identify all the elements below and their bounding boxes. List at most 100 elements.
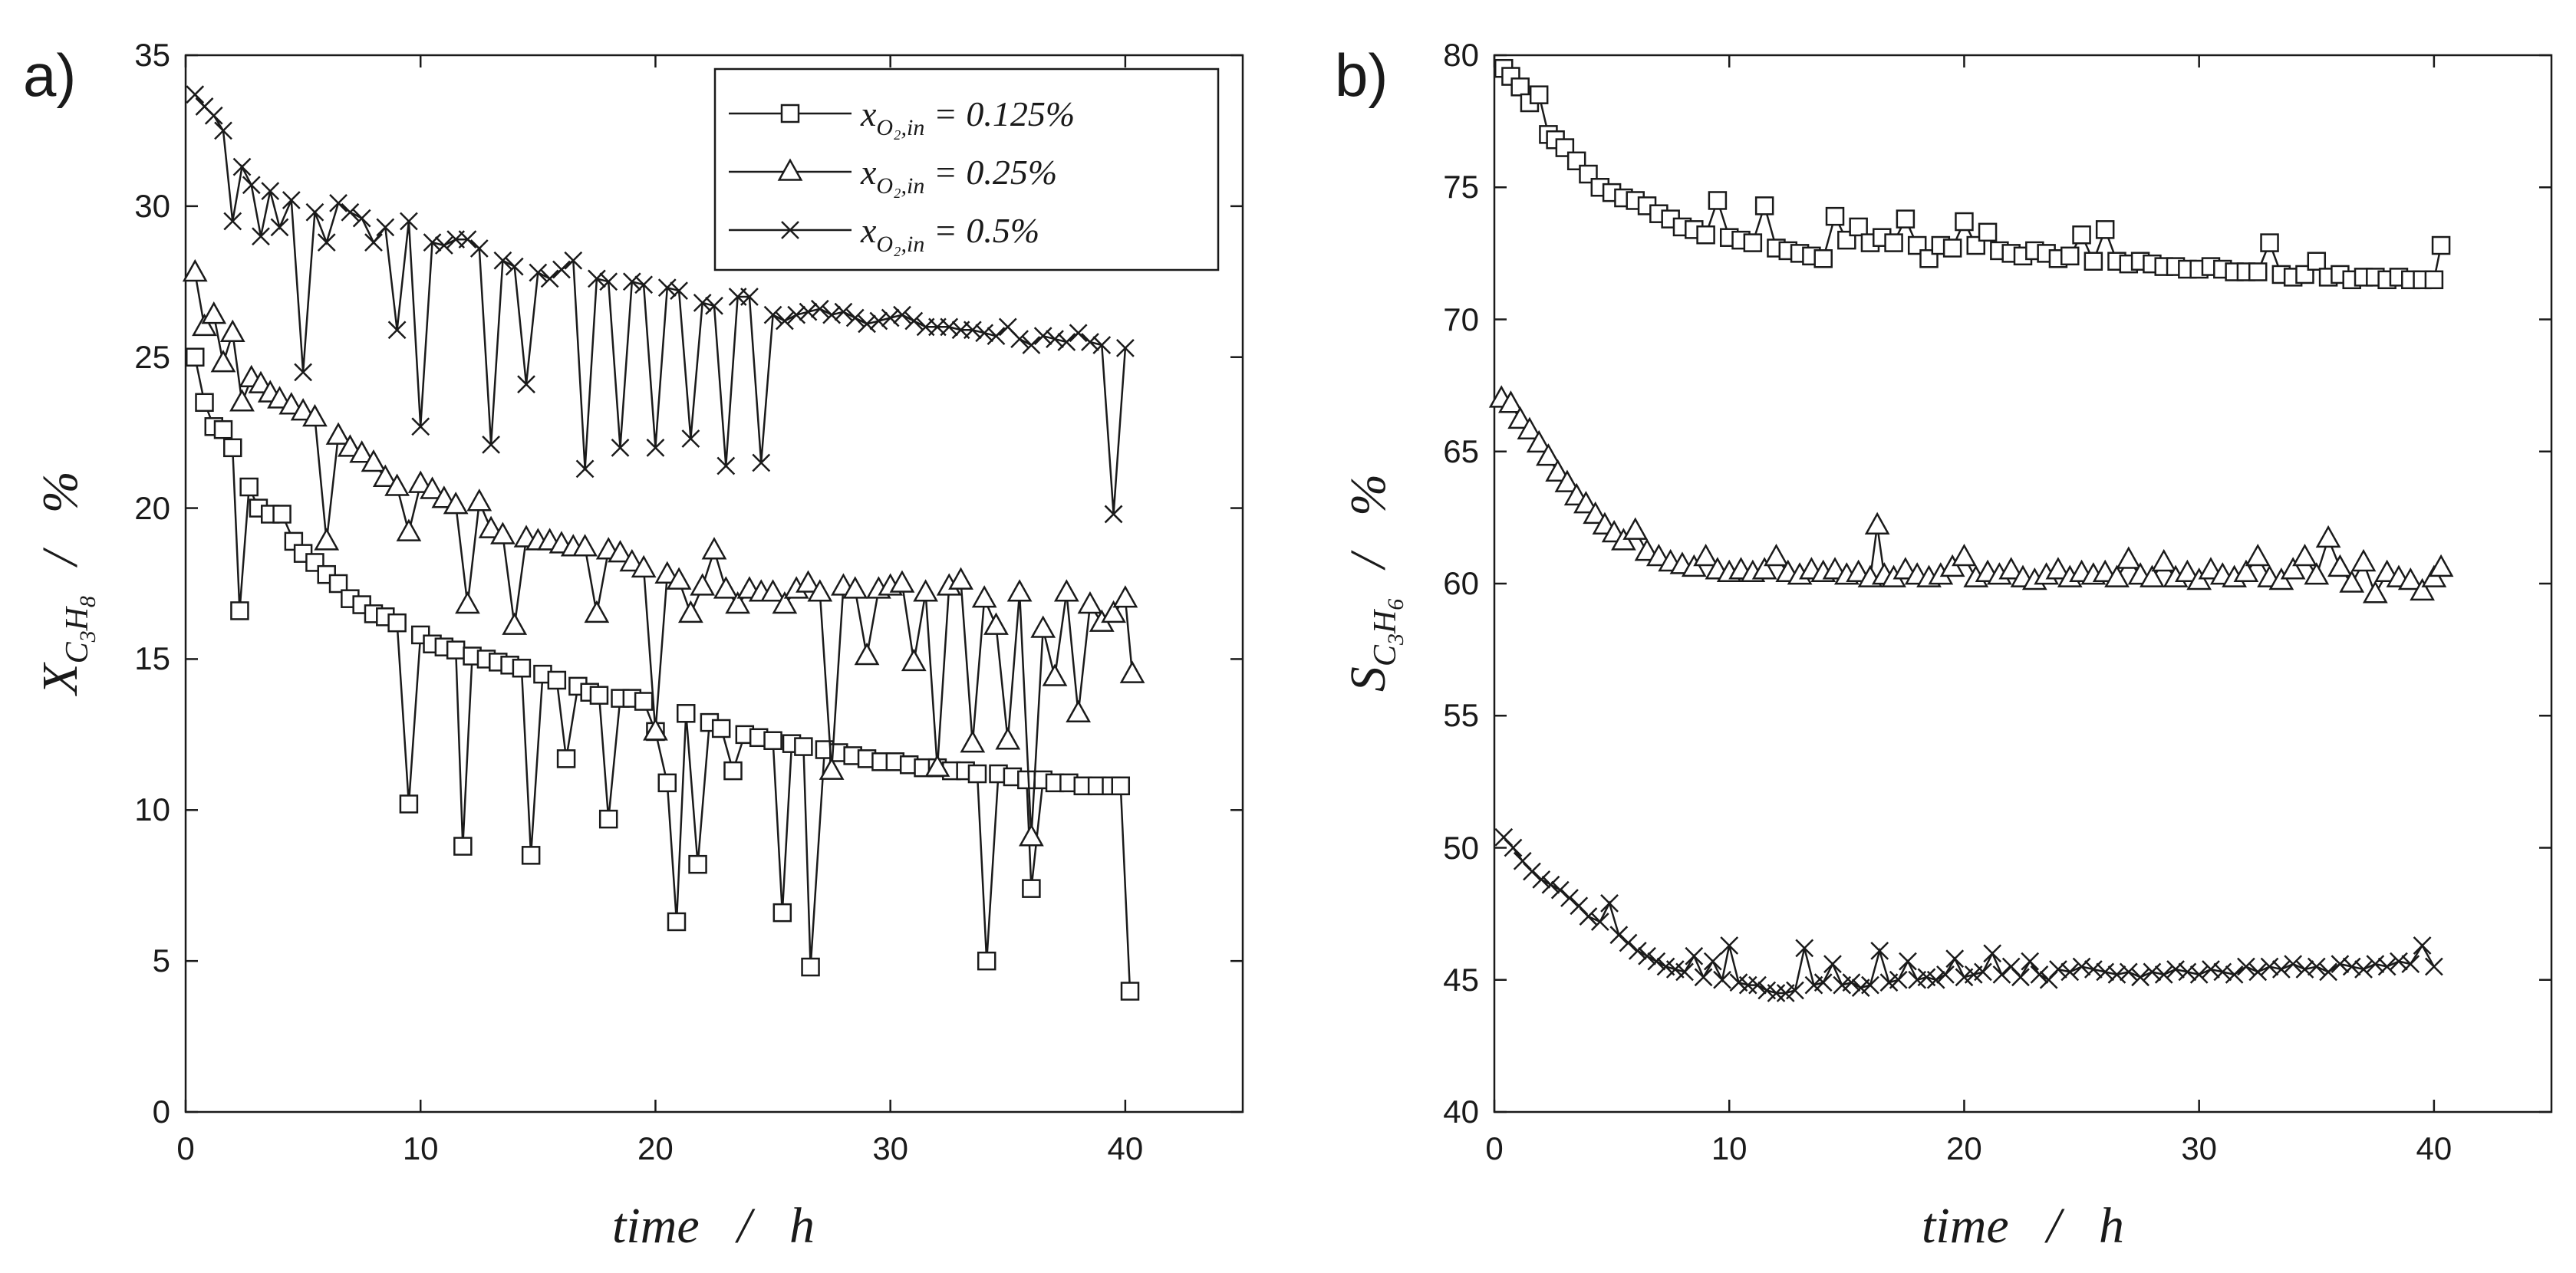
data-point-cross — [987, 327, 1006, 346]
series-triangle — [182, 258, 1145, 847]
data-point-square — [556, 749, 576, 768]
data-point-triangle — [1622, 517, 1649, 540]
data-point-triangle — [2362, 581, 2388, 604]
data-point-triangle — [725, 590, 751, 614]
data-point-cross — [799, 302, 818, 321]
data-point-square — [801, 957, 820, 977]
data-point-cross — [881, 308, 900, 327]
data-point-cross — [775, 311, 794, 331]
legend-item-0125[interactable]: xO₂,in = 0.125% — [729, 94, 1075, 140]
legend-item-025[interactable]: xO₂,in = 0.25% — [729, 153, 1057, 199]
series-cross — [186, 85, 1135, 524]
data-point-triangle — [502, 612, 528, 635]
data-point-triangle — [349, 440, 375, 463]
data-point-cross — [705, 296, 723, 315]
y-title-main: S — [1340, 666, 1396, 692]
y-title-sub4: 6 — [1383, 599, 1408, 610]
data-point-square — [1529, 85, 1549, 104]
data-point-triangle — [796, 570, 821, 593]
panel-a-series — [182, 54, 1243, 1113]
data-point-cross — [740, 288, 759, 306]
data-point-cross — [564, 251, 583, 270]
data-point-cross — [2072, 957, 2091, 976]
data-point-triangle — [314, 528, 340, 551]
data-point-triangle — [1066, 699, 1092, 723]
data-point-cross — [2260, 957, 2279, 976]
data-point-cross — [261, 182, 280, 201]
data-point-cross — [1590, 913, 1609, 931]
data-point-cross — [529, 263, 548, 282]
panel-a-plot-area — [184, 54, 1244, 1113]
data-point-square — [2307, 252, 2327, 271]
legend-label: xO₂,in = 0.125% — [860, 94, 1075, 140]
data-point-cross — [376, 218, 395, 237]
data-point-square — [1510, 77, 1530, 97]
data-point-cross — [2319, 962, 2337, 982]
data-point-triangle — [267, 386, 292, 409]
data-point-cross — [1974, 962, 1992, 982]
data-point-square — [667, 912, 687, 932]
series-triangle — [1488, 385, 2454, 604]
data-point-cross — [2107, 965, 2126, 984]
data-point-square — [1813, 249, 1833, 268]
data-point-triangle — [960, 730, 986, 753]
data-point-triangle — [1545, 459, 1571, 482]
svg-text:XC3H8/ %: XC3H8 / % — [32, 471, 100, 697]
data-point-square — [2084, 252, 2103, 271]
data-point-triangle — [210, 350, 236, 373]
data-point-cross — [940, 317, 959, 337]
data-point-cross — [2307, 957, 2326, 976]
data-point-cross — [2049, 960, 2067, 979]
data-point-cross — [810, 299, 829, 318]
data-point-cross — [387, 321, 407, 340]
data-point-triangle — [290, 398, 316, 421]
data-point-triangle — [2116, 546, 2142, 569]
legend-item-05[interactable]: xO₂,in = 0.5% — [729, 211, 1039, 257]
data-point-triangle — [772, 590, 798, 614]
data-point-triangle — [2174, 559, 2200, 582]
data-point-cross — [975, 324, 994, 343]
data-point-cross — [1823, 955, 1842, 973]
data-point-triangle — [1536, 443, 1561, 466]
data-point-triangle — [2292, 543, 2317, 567]
data-point-cross — [1703, 952, 1722, 971]
panel-a: a) 0 10 20 30 40 0 5 10 15 20 25 30 35 t… — [23, 37, 1244, 1254]
data-point-cross — [1795, 939, 1814, 958]
data-point-cross — [186, 85, 205, 104]
y-title-main: X — [32, 662, 88, 697]
legend-marker-cross — [781, 221, 799, 239]
data-point-triangle — [2315, 525, 2341, 548]
data-point-square — [521, 846, 541, 865]
data-point-triangle — [913, 579, 938, 602]
y-title-sub3: H — [1368, 608, 1403, 634]
data-point-square — [2424, 270, 2444, 290]
data-point-square — [794, 737, 813, 756]
data-point-triangle — [443, 492, 469, 515]
data-point-square — [1849, 217, 1868, 237]
data-point-cross — [2225, 965, 2244, 984]
x-tick-label: 0 — [176, 1130, 194, 1166]
data-point-triangle — [407, 470, 433, 493]
data-point-triangle — [819, 757, 845, 780]
data-point-cross — [2284, 955, 2303, 973]
data-point-cross — [2202, 960, 2220, 979]
data-point-triangle — [1998, 557, 2024, 580]
data-point-cross — [2271, 960, 2291, 979]
data-point-triangle — [2339, 570, 2365, 593]
data-point-cross — [223, 212, 242, 231]
data-point-square — [723, 761, 743, 781]
data-point-cross — [1889, 970, 1908, 989]
y-tick-label: 40 — [1443, 1094, 1479, 1130]
data-point-cross — [1842, 973, 1861, 992]
legend-box — [713, 67, 1220, 271]
y-tick-label: 25 — [134, 339, 170, 375]
data-point-square — [598, 809, 618, 829]
data-point-triangle — [2045, 557, 2071, 580]
data-point-cross — [469, 239, 489, 258]
data-point-square — [1708, 191, 1728, 210]
data-point-cross — [2021, 952, 2040, 971]
data-point-cross — [1899, 952, 1917, 971]
x-tick-label: 20 — [1946, 1130, 1982, 1166]
data-point-triangle — [1526, 429, 1552, 453]
data-point-triangle — [1077, 590, 1103, 614]
